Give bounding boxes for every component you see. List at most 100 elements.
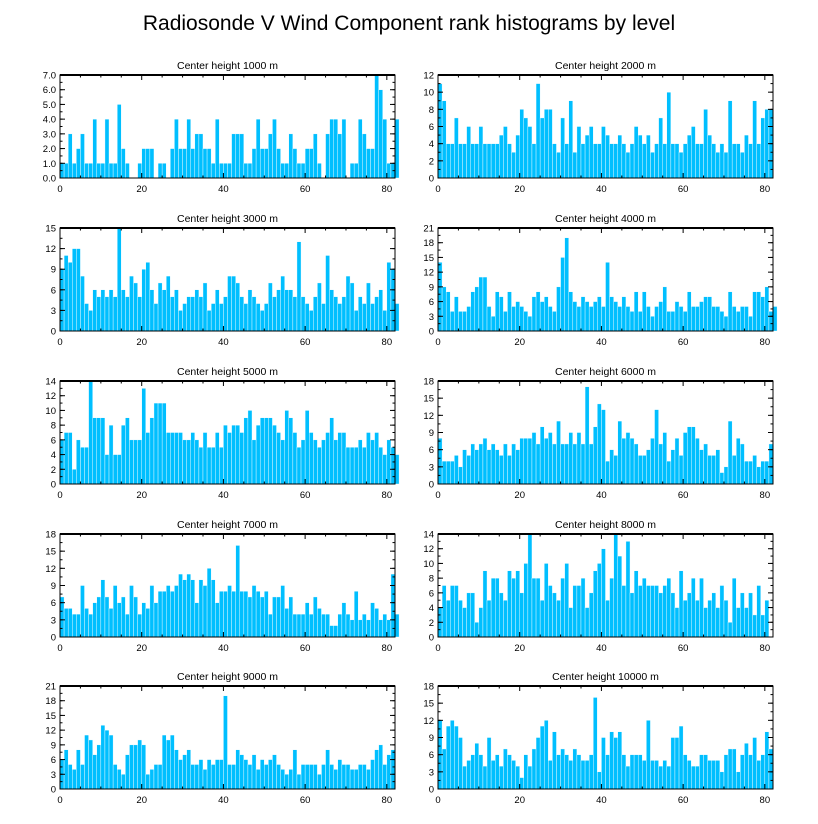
bar xyxy=(170,591,175,638)
bar xyxy=(67,432,73,485)
bar xyxy=(96,417,102,485)
bar xyxy=(580,143,586,179)
bar xyxy=(178,432,183,485)
bar xyxy=(682,432,688,485)
bar xyxy=(523,438,529,485)
bar xyxy=(186,296,191,332)
x-tick-label: 0 xyxy=(435,337,440,348)
bar xyxy=(699,143,704,179)
bar xyxy=(523,117,529,179)
bar xyxy=(609,577,614,638)
bar xyxy=(63,163,69,179)
bar xyxy=(182,579,187,638)
bar xyxy=(523,311,529,332)
bar xyxy=(268,282,273,332)
bar xyxy=(682,600,688,638)
x-tick-label: 80 xyxy=(382,643,393,654)
y-tick-label: 9 xyxy=(51,265,56,276)
bar xyxy=(552,311,557,332)
bar xyxy=(499,134,504,179)
bar xyxy=(161,163,167,179)
bar xyxy=(609,296,614,332)
y-tick-label: 3 xyxy=(429,767,434,778)
bar xyxy=(198,296,204,332)
bar xyxy=(662,143,667,179)
bar xyxy=(386,619,392,638)
bar xyxy=(527,126,533,179)
bar xyxy=(511,577,516,638)
bar xyxy=(715,607,721,638)
bar xyxy=(112,585,118,638)
bar xyxy=(72,769,77,790)
bar xyxy=(682,754,688,790)
bar xyxy=(511,152,516,179)
bar xyxy=(756,143,761,179)
bar xyxy=(605,754,610,790)
bar xyxy=(170,296,175,332)
bar xyxy=(719,472,725,485)
bar xyxy=(736,771,741,790)
bar xyxy=(515,301,520,332)
bar xyxy=(588,592,594,638)
bar xyxy=(507,291,512,332)
bar xyxy=(556,152,561,179)
bar xyxy=(190,764,196,790)
bar xyxy=(454,455,459,485)
bar xyxy=(121,289,126,332)
bar xyxy=(231,764,236,790)
bar xyxy=(662,760,667,790)
bar xyxy=(304,303,310,332)
bar xyxy=(276,596,281,638)
bar xyxy=(576,754,582,790)
bar xyxy=(284,289,289,332)
bar xyxy=(740,443,745,485)
panel-8: Center height 8000 m 0 2 4 6 8 10 12 14 0 20 40 60 80 xyxy=(423,519,774,654)
y-tick-label: 3 xyxy=(429,312,434,323)
bar xyxy=(219,303,224,332)
bar xyxy=(486,306,492,332)
bar xyxy=(564,143,569,179)
bar xyxy=(650,316,655,332)
bar xyxy=(490,443,496,485)
bar xyxy=(593,143,598,179)
bar xyxy=(531,143,537,179)
bar xyxy=(629,143,635,179)
bar xyxy=(72,248,77,332)
bar xyxy=(194,602,200,638)
y-tick-label: 0 xyxy=(51,785,56,796)
bar xyxy=(153,764,159,790)
bar xyxy=(740,754,745,790)
bar xyxy=(740,306,745,332)
bar xyxy=(503,748,508,790)
bar xyxy=(96,596,102,638)
bar xyxy=(731,143,737,179)
bar xyxy=(333,439,339,485)
bar xyxy=(125,296,130,332)
bar xyxy=(687,426,692,485)
bar xyxy=(210,303,216,332)
bar xyxy=(268,133,273,179)
y-tick-label: 2 xyxy=(429,156,434,167)
bar xyxy=(272,118,277,179)
bar xyxy=(699,301,704,332)
bar xyxy=(292,432,298,485)
bar xyxy=(366,282,371,332)
bar xyxy=(166,739,171,790)
bar xyxy=(280,275,285,332)
bar xyxy=(535,443,541,485)
bar xyxy=(515,449,520,485)
bar xyxy=(313,296,318,332)
bar xyxy=(572,585,578,638)
bar xyxy=(272,424,277,485)
bar xyxy=(674,301,680,332)
bar xyxy=(76,439,81,485)
bar xyxy=(116,227,122,332)
x-tick-label: 80 xyxy=(382,184,393,195)
bar xyxy=(490,577,496,638)
x-tick-label: 80 xyxy=(760,490,771,501)
bar xyxy=(309,764,314,790)
y-tick-label: 6 xyxy=(51,755,56,766)
bar xyxy=(740,592,745,638)
bar xyxy=(268,417,273,485)
bar xyxy=(576,432,582,485)
